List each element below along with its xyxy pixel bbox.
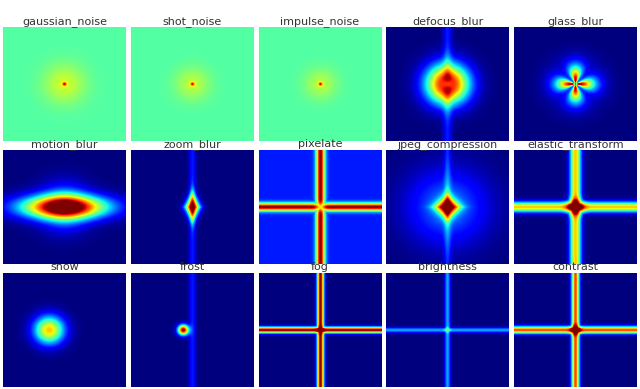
- Title: elastic_transform: elastic_transform: [527, 139, 624, 150]
- Title: fog: fog: [311, 263, 329, 272]
- Title: defocus_blur: defocus_blur: [412, 16, 483, 27]
- Title: contrast: contrast: [552, 263, 598, 272]
- Title: impulse_noise: impulse_noise: [280, 16, 360, 27]
- Title: snow: snow: [50, 263, 79, 272]
- Title: gaussian_noise: gaussian_noise: [22, 16, 107, 27]
- Title: brightness: brightness: [419, 263, 477, 272]
- Title: jpeg_compression: jpeg_compression: [397, 139, 498, 150]
- Title: glass_blur: glass_blur: [547, 16, 604, 27]
- Title: pixelate: pixelate: [298, 139, 342, 149]
- Title: motion_blur: motion_blur: [31, 139, 98, 150]
- Title: shot_noise: shot_noise: [163, 16, 222, 27]
- Title: frost: frost: [180, 263, 205, 272]
- Title: zoom_blur: zoom_blur: [163, 139, 221, 150]
